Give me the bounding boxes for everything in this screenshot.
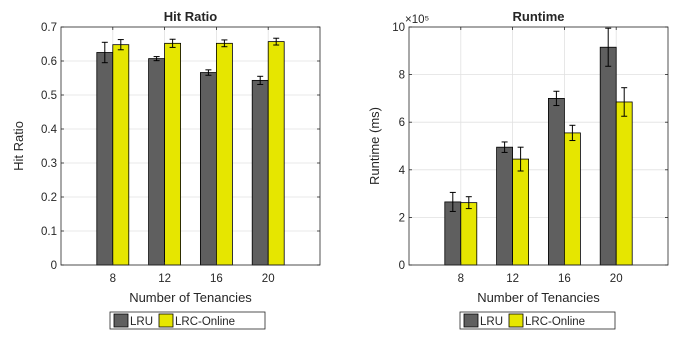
chart2-xtick-label: 8 — [458, 273, 464, 285]
chart1-axes-box — [60, 26, 321, 266]
chart1-legend-box — [109, 311, 266, 330]
chart1-bar-lru — [199, 72, 217, 266]
chart1-ytick-label: 0.4 — [41, 124, 58, 136]
chart2-ytick-label: 2 — [399, 212, 405, 224]
chart1-bar-lrc-online — [267, 41, 285, 266]
chart1-bar-lru — [148, 58, 166, 266]
chart2-ytick-label: 0 — [399, 260, 405, 272]
chart1-x-axis-label: Number of Tenancies — [129, 290, 252, 305]
chart2-bar-lrc-online — [460, 202, 478, 266]
chart1-bar-lru — [251, 79, 269, 266]
chart2-xtick-label: 20 — [610, 273, 623, 285]
chart2-y-axis-label: Runtime (ms) — [367, 107, 382, 185]
chart2-axes-box — [408, 26, 669, 266]
chart1-xtick-label: 16 — [210, 273, 223, 285]
chart2-ytick-label: 6 — [399, 117, 405, 129]
chart1-bar-lrc-online — [112, 44, 130, 266]
chart1-xtick-label: 8 — [110, 273, 116, 285]
chart2-legend-box — [459, 311, 616, 330]
chart1-xtick-label: 20 — [262, 273, 275, 285]
chart2-title: Runtime — [513, 9, 565, 24]
chart1-ytick-label: 0.3 — [41, 158, 57, 170]
chart2-legend-swatch-lru — [463, 313, 479, 328]
chart2-legend-label-lrc-online: LRC-Online — [525, 316, 585, 328]
chart2-bar-lrc-online — [512, 158, 529, 266]
chart1-ytick-label: 0.2 — [41, 192, 57, 204]
chart2-scale-label: ×10⁵ — [405, 14, 430, 26]
chart2-ytick-label: 10 — [392, 22, 405, 34]
chart1-ytick-label: 0.7 — [41, 22, 57, 34]
chart1-bar-lrc-online — [215, 42, 233, 266]
chart1-ytick-label: 0 — [51, 260, 57, 272]
chart1-xtick-label: 12 — [158, 273, 171, 285]
chart2-legend-swatch-lrc-online — [508, 313, 524, 328]
chart2-x-axis-label: Number of Tenancies — [477, 290, 600, 305]
chart2-bar-lrc-online — [615, 101, 633, 266]
chart1-title: Hit Ratio — [164, 9, 218, 24]
chart2-bar-lrc-online — [564, 132, 581, 266]
chart1-legend-swatch-lru — [113, 313, 129, 328]
chart1-bar-lru — [96, 52, 114, 266]
chart1-ytick-label: 0.6 — [41, 56, 57, 68]
chart1-ytick-label: 0.5 — [41, 90, 57, 102]
chart2-xtick-label: 12 — [506, 273, 519, 285]
chart2-bar-lru — [496, 146, 514, 266]
chart2-bar-lru — [599, 46, 617, 266]
chart2-ytick-label: 4 — [399, 165, 406, 177]
chart1-bar-lrc-online — [164, 42, 182, 266]
chart2-legend-label-lru: LRU — [480, 316, 503, 328]
chart1-ytick-label: 0.1 — [41, 226, 57, 238]
chart1-legend-swatch-lrc-online — [158, 313, 174, 328]
chart1-y-axis-label: Hit Ratio — [11, 121, 26, 171]
chart1-legend-label-lrc-online: LRC-Online — [175, 316, 235, 328]
chart1-legend-label-lru: LRU — [130, 316, 153, 328]
chart2-bar-lru — [548, 98, 565, 266]
chart2-xtick-label: 16 — [558, 273, 571, 285]
chart2-ytick-label: 8 — [399, 70, 405, 82]
